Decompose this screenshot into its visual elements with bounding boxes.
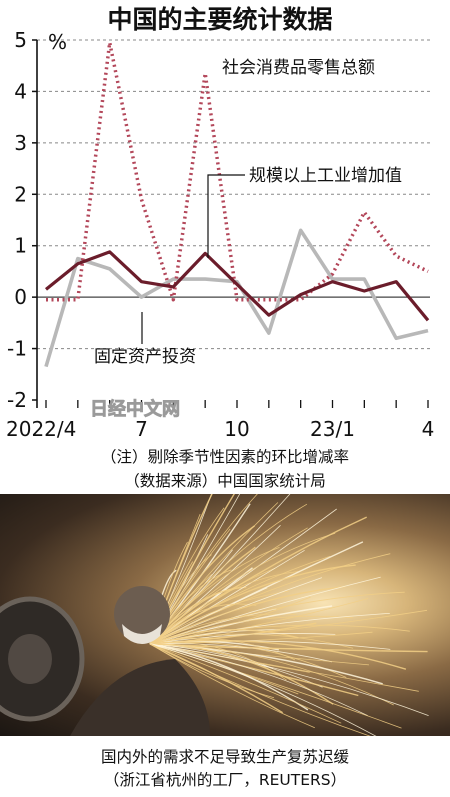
photo-caption-main: 国内外的需求不足导致生产复苏迟缓 — [100, 748, 349, 766]
x-tick-label: 23/1 — [310, 417, 355, 440]
note-source: （数据来源）中国国家统计局 — [124, 472, 326, 490]
spark-streak — [149, 503, 308, 645]
gridlines — [37, 39, 430, 350]
spark-streak — [149, 643, 429, 716]
y-tick-label: 2 — [14, 182, 27, 206]
y-tick-label: 1 — [14, 234, 27, 258]
spark-streak — [149, 585, 346, 645]
y-tick-label: -1 — [7, 337, 27, 361]
x-tick-label: 4 — [422, 417, 435, 440]
y-tick-label: 3 — [14, 131, 27, 155]
spark-streak — [149, 643, 371, 736]
leader-line-industrial — [207, 174, 245, 258]
spark-streak — [149, 591, 405, 645]
y-tick-label: 0 — [14, 285, 27, 309]
spark-streak — [149, 643, 284, 714]
spark-streak — [149, 643, 368, 716]
spark-streak — [149, 643, 315, 729]
spark-streak — [149, 643, 309, 711]
spark-streak — [149, 516, 367, 645]
spark-streak — [149, 598, 369, 645]
spark-streak — [149, 624, 410, 645]
spark-streak — [149, 633, 336, 645]
x-tick-label: 7 — [135, 417, 148, 440]
series-label-industrial: 规模以上工业增加值 — [249, 166, 402, 186]
series-line-1 — [44, 250, 430, 322]
spark-streak — [149, 643, 377, 736]
watermark: 日经中文网 — [90, 398, 180, 420]
x-tick-label: 10 — [224, 417, 249, 440]
spark-streak — [149, 643, 333, 663]
series-line-2 — [44, 228, 429, 368]
y-tick-label: -2 — [7, 388, 27, 412]
spark-streak — [149, 590, 289, 645]
spark-streak — [149, 643, 419, 692]
photo-caption-credit: （浙江省杭州的工厂，REUTERS） — [103, 771, 347, 789]
spark-streak — [149, 564, 356, 645]
worker-mask — [122, 624, 162, 644]
factory-photo — [0, 494, 450, 736]
series-label-retail: 社会消费品零售总额 — [222, 58, 375, 78]
y-tick-label: 5 — [14, 28, 27, 52]
chart-title: 中国的主要统计数据 — [107, 5, 332, 34]
spark-streak — [149, 629, 299, 645]
note-seasonal: （注）剔除季节性因素的环比增减率 — [100, 448, 349, 466]
series-label-investment: 固定资产投资 — [94, 347, 196, 367]
series-lines — [44, 40, 430, 368]
series-line-0 — [46, 40, 429, 302]
worker-head — [114, 586, 170, 642]
spark-streak — [149, 603, 257, 645]
spark-streak — [149, 553, 391, 645]
spark-streak — [149, 643, 342, 724]
x-tick-label: 2022/4 — [6, 417, 76, 440]
spark-streak — [149, 532, 336, 645]
y-tick-label: 4 — [14, 79, 27, 103]
spark-streak — [149, 637, 296, 661]
spark-streak — [149, 576, 381, 645]
spark-streak — [149, 639, 407, 670]
unit-label: % — [48, 30, 67, 54]
